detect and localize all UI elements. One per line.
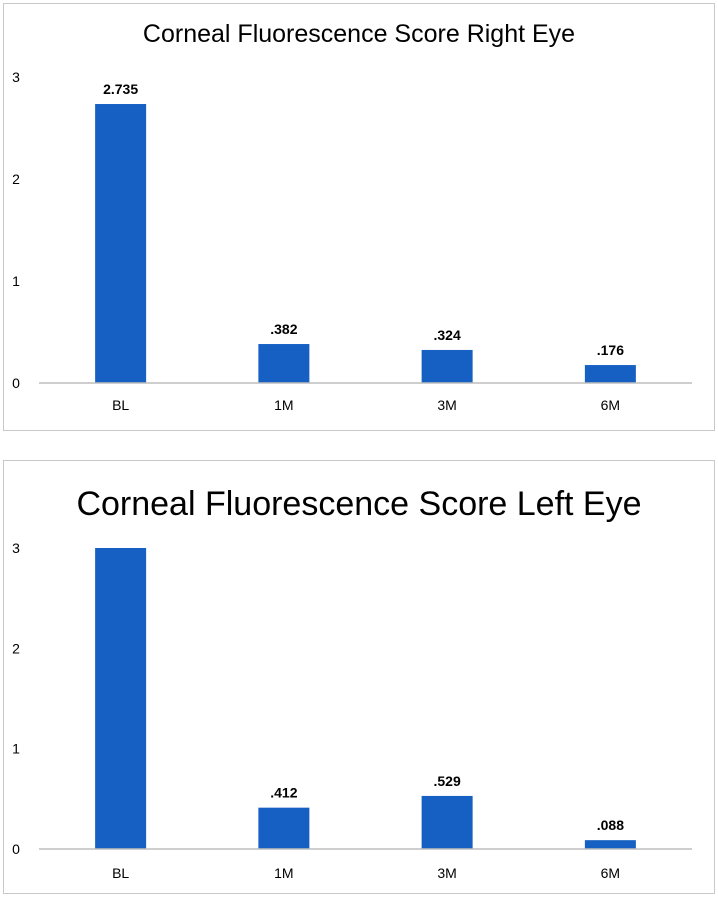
data-label: .324 [434,327,461,343]
bar-BL [95,548,147,849]
x-tick-label: BL [112,397,129,413]
bar-3M [421,349,473,383]
bar-6M [584,365,636,383]
y-tick-label: 1 [12,273,20,289]
y-tick-label: 0 [12,841,20,857]
bar-1M [258,344,310,383]
x-tick-label: 1M [274,397,293,413]
bar-BL [95,104,147,383]
data-label: .176 [597,342,624,358]
y-tick-label: 0 [12,375,20,391]
y-tick-label: 3 [12,540,20,556]
y-tick-label: 2 [12,171,20,187]
data-label: .529 [434,773,461,789]
data-label: .382 [270,321,297,337]
x-tick-label: 1M [274,865,293,881]
x-tick-label: 3M [437,865,456,881]
bar-6M [584,840,636,849]
chart-panel-left-eye: Corneal Fluorescence Score Left Eye 0 1 2 3… [3,460,715,894]
bar-chart-left-eye: 0 1 2 3 BL .412 1M .529 3M .088 6M [12,540,692,881]
chart-title: Corneal Fluorescence Score Right Eye [142,20,576,48]
x-tick-label: 6M [601,865,620,881]
data-label: .412 [270,785,297,801]
x-tick-label: BL [112,865,129,881]
bar-3M [421,795,473,849]
x-tick-label: 6M [601,397,620,413]
x-tick-label: 3M [437,397,456,413]
bar-1M [258,807,310,849]
y-tick-label: 1 [12,741,20,757]
chart-panel-right-eye: Corneal Fluorescence Score Right Eye 0 1 2… [3,3,715,431]
data-label: .088 [597,817,624,833]
y-tick-label: 3 [12,69,20,85]
chart-title: Corneal Fluorescence Score Left Eye [76,485,642,523]
y-tick-label: 2 [12,640,20,656]
data-label: 2.735 [103,81,138,97]
bar-chart-right-eye: 0 1 2 3 2.735 BL .382 1M .324 3M .176 6M [12,69,692,413]
